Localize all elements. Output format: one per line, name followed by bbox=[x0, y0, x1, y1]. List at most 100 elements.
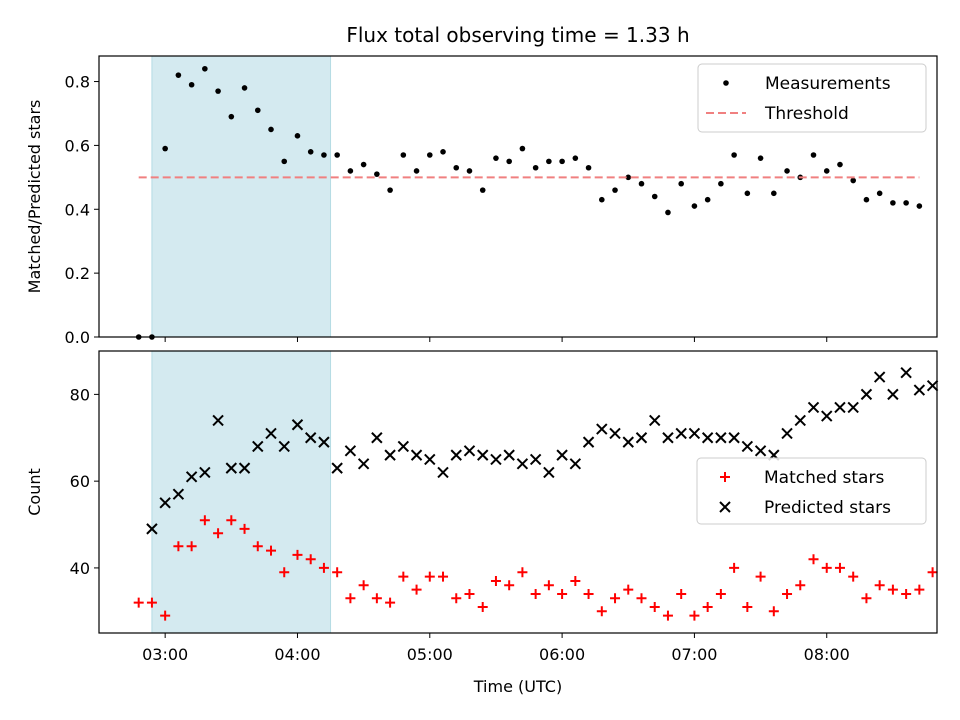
predicted-star-point bbox=[807, 401, 820, 414]
measurement-point bbox=[559, 158, 565, 165]
matched-star-point bbox=[424, 571, 435, 582]
predicted-star-point bbox=[821, 410, 833, 422]
measurement-point bbox=[281, 158, 288, 165]
matched-star-point bbox=[583, 588, 594, 599]
measurement-point bbox=[890, 200, 896, 206]
predicted-star-point bbox=[238, 462, 251, 474]
measurement-point bbox=[202, 65, 208, 72]
matched-star-point bbox=[543, 580, 554, 591]
predicted-star-point bbox=[424, 453, 436, 466]
predicted-star-point bbox=[318, 436, 330, 448]
legend-label: Measurements bbox=[765, 74, 891, 94]
predicted-star-point bbox=[397, 440, 410, 453]
x-tick-label: 08:00 bbox=[804, 645, 850, 664]
measurement-point bbox=[850, 177, 856, 184]
matched-star-point bbox=[887, 584, 898, 595]
predicted-star-point bbox=[873, 371, 886, 383]
predicted-star-point bbox=[635, 432, 648, 444]
measurement-point bbox=[585, 164, 592, 171]
predicted-star-point bbox=[265, 427, 277, 440]
matched-star-point bbox=[689, 610, 700, 621]
legend-marker bbox=[719, 501, 731, 513]
x-tick-label: 07:00 bbox=[671, 645, 717, 664]
matched-star-point bbox=[517, 567, 528, 578]
legend-label: Matched stars bbox=[764, 468, 884, 488]
matched-star-point bbox=[874, 580, 885, 591]
shaded-interval bbox=[151, 350, 332, 634]
predicted-star-point bbox=[331, 462, 343, 474]
measurement-point bbox=[400, 152, 407, 158]
predicted-star-point bbox=[715, 432, 727, 444]
predicted-star-point bbox=[172, 488, 185, 500]
measurement-point bbox=[810, 152, 817, 158]
measurement-point bbox=[744, 190, 751, 197]
matched-star-point bbox=[490, 575, 501, 586]
measurement-point bbox=[572, 155, 579, 161]
measurement-point bbox=[215, 88, 221, 94]
matched-star-point bbox=[279, 567, 290, 578]
predicted-star-point bbox=[371, 432, 383, 444]
matched-star-point bbox=[649, 601, 660, 612]
matched-star-point bbox=[213, 528, 224, 539]
predicted-star-point bbox=[490, 453, 502, 466]
predicted-star-point bbox=[701, 432, 714, 444]
measurement-point bbox=[493, 155, 499, 161]
matched-star-point bbox=[133, 597, 144, 608]
matched-star-point bbox=[226, 515, 237, 526]
matched-star-point bbox=[160, 610, 171, 621]
predicted-star-point bbox=[529, 453, 542, 466]
predicted-star-point bbox=[278, 440, 290, 453]
measurement-point bbox=[678, 180, 684, 187]
predicted-star-point bbox=[463, 445, 476, 457]
matched-star-point bbox=[570, 575, 581, 586]
matched-star-point bbox=[504, 580, 515, 591]
axes-frame bbox=[98, 350, 938, 634]
x-tick-label: 03:00 bbox=[142, 645, 188, 664]
predicted-star-point bbox=[834, 401, 846, 414]
predicted-star-point bbox=[159, 497, 171, 509]
matched-star-point bbox=[676, 588, 687, 599]
predicted-star-point bbox=[185, 471, 198, 483]
predicted-star-point bbox=[543, 466, 555, 479]
matched-star-point bbox=[345, 593, 356, 604]
predicted-star-point bbox=[569, 458, 582, 470]
predicted-star-point bbox=[649, 414, 661, 427]
predicted-star-point bbox=[688, 427, 701, 440]
matched-star-point bbox=[742, 601, 753, 612]
y-axis-title: Count bbox=[25, 468, 44, 516]
predicted-star-point bbox=[450, 449, 462, 461]
measurement-point bbox=[307, 148, 314, 155]
matched-star-point bbox=[914, 584, 925, 595]
matched-star-point bbox=[252, 541, 263, 552]
predicted-star-point bbox=[477, 449, 489, 461]
predicted-star-point bbox=[357, 458, 370, 470]
measurement-point bbox=[453, 164, 460, 171]
predicted-star-point bbox=[754, 445, 767, 457]
predicted-star-point bbox=[199, 466, 211, 479]
measurement-point bbox=[334, 152, 340, 158]
predicted-star-point bbox=[781, 427, 793, 440]
measurement-point bbox=[175, 72, 182, 78]
measurement-point bbox=[625, 174, 632, 181]
matched-star-point bbox=[438, 571, 449, 582]
measurement-point bbox=[638, 180, 645, 187]
matched-star-point bbox=[557, 588, 568, 599]
x-tick-label: 06:00 bbox=[539, 645, 585, 664]
measurement-point bbox=[771, 190, 777, 197]
measurement-point bbox=[612, 187, 618, 193]
matched-star-point bbox=[821, 562, 832, 573]
matched-star-point bbox=[729, 562, 740, 573]
matched-star-point bbox=[385, 597, 396, 608]
predicted-star-point bbox=[596, 423, 608, 435]
predicted-star-point bbox=[847, 401, 859, 414]
legend-marker bbox=[720, 472, 730, 482]
matched-star-point bbox=[305, 554, 316, 565]
y-axis-title: Matched/Predicted stars bbox=[25, 100, 44, 294]
predicted-star-point bbox=[622, 436, 634, 448]
matched-star-point bbox=[861, 593, 872, 604]
predicted-star-point bbox=[503, 449, 515, 461]
predicted-star-point bbox=[900, 366, 912, 379]
predicted-star-point bbox=[212, 414, 224, 427]
matched-star-point bbox=[848, 571, 859, 582]
predicted-star-point bbox=[344, 445, 357, 457]
